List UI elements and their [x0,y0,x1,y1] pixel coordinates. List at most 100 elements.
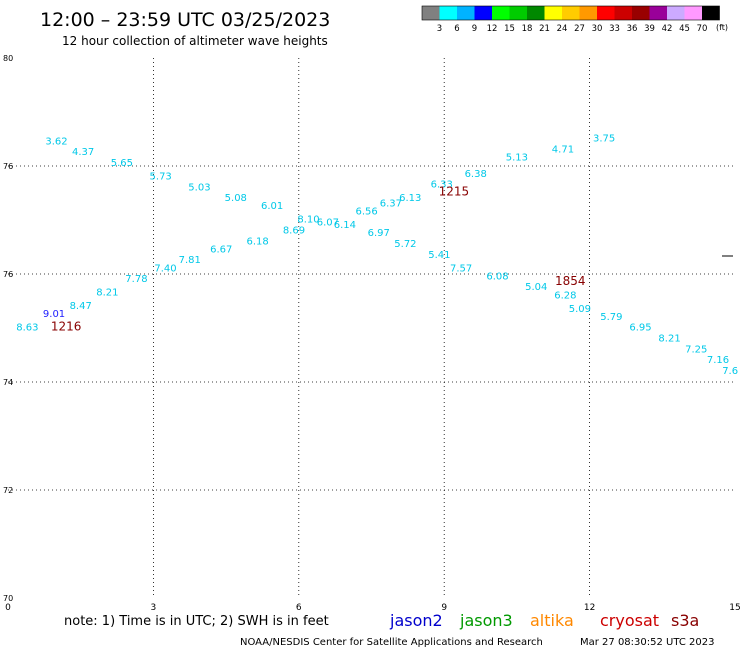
swh-value-label: 6.13 [399,193,421,204]
swh-value-label: 5.79 [600,312,622,323]
color-swatch [702,6,720,20]
swh-value-label: 6.01 [261,201,283,212]
swh-value-label: 6.95 [629,323,651,334]
swh-value-label: 6.37 [380,199,402,210]
satellite-legend-item: jason2 [389,611,443,630]
color-swatch [474,6,492,20]
color-swatch [597,6,615,20]
color-swatch [684,6,702,20]
swh-value-label: 6.67 [210,244,232,255]
swh-value-label: 5.65 [111,158,133,169]
color-scale-label: 3 [437,24,442,34]
color-swatch [439,6,457,20]
swh-value-label: 6.07 [317,217,339,228]
footer-note: note: 1) Time is in UTC; 2) SWH is in fe… [64,614,329,629]
swh-value-label: 5.72 [394,239,416,250]
swh-value-label: 8.69 [283,226,305,237]
swh-value-label: 7.57 [450,263,472,274]
footer-timestamp: Mar 27 08:30:52 UTC 2023 [580,637,715,648]
x-tick-label: 9 [441,603,447,613]
swh-value-label: 7.16 [707,355,729,366]
pass-time-label: 1215 [439,185,470,199]
color-swatch [667,6,685,20]
swh-value-label: 4.71 [552,145,574,156]
color-scale-label: 18 [522,24,533,34]
color-scale-unit: (ft) [716,23,728,32]
swh-value-label: 6.97 [368,228,390,239]
color-swatch [509,6,527,20]
color-scale-label: 12 [487,24,498,34]
data-labels: 3.62 4.37 5.65 5.73 5.03 5.08 6.01 8.106.076.14… [16,134,738,377]
chart-title: 12:00 – 23:59 UTC 03/25/2023 [40,9,330,31]
color-swatch [492,6,510,20]
chart-subtitle: 12 hour collection of altimeter wave hei… [62,34,328,48]
x-tick-label: 15 [729,603,740,613]
footer-credit: NOAA/NESDIS Center for Satellite Applica… [240,637,543,648]
y-tick-label: 72 [3,486,13,495]
swh-value-label: 5.13 [506,153,528,164]
swh-value-label: 7.6 [722,366,738,377]
swh-value-label: 3.62 [45,136,67,147]
swh-value-label: 6.18 [246,236,268,247]
swh-value-label: 5.09 [569,304,591,315]
color-scale-frame [421,5,720,21]
swh-value-label: 6.28 [554,290,576,301]
swh-value-label: 7.40 [154,263,176,274]
swh-value-label: 7.25 [685,344,707,355]
y-tick-label: 76 [3,270,13,279]
color-swatch [527,6,545,20]
x-tick-label: 3 [151,603,157,613]
swh-value-label: 5.04 [525,282,547,293]
color-scale-label: 36 [627,24,638,34]
swh-value-label: 8.21 [658,334,680,345]
swh-value-label: 5.73 [150,172,172,183]
plot-grid [8,58,735,598]
color-swatch [649,6,667,20]
color-scale-bar: 3 6 9 12 15 18 21 24 27 30 33 36 39 42 45 70 [421,5,720,34]
swh-value-label: 6.56 [356,207,378,218]
swh-value-label: 8.47 [70,301,92,312]
swh-value-label: 7.78 [125,274,147,285]
color-swatch [579,6,597,20]
color-scale-label: 39 [644,24,655,34]
swh-value-label: 6.14 [334,220,356,231]
swh-value-label: 8.63 [16,323,38,334]
color-scale-label: 21 [539,24,550,34]
color-scale-label: 70 [697,24,708,34]
swh-value-label: 6.38 [465,169,487,180]
color-swatch [422,6,440,20]
color-scale-label: 9 [472,24,477,34]
satellite-legend-item: s3a [671,611,699,630]
color-scale-label: 42 [662,24,673,34]
color-swatch [614,6,632,20]
color-scale-label: 33 [609,24,620,34]
color-swatch [457,6,475,20]
x-tick-label: 12 [584,603,595,613]
swh-value-label: 5.08 [225,193,247,204]
swh-value-label: 8.21 [96,288,118,299]
satellite-legend-item: cryosat [600,611,659,630]
swh-value-label: 6.33 [431,180,453,191]
swh-value-label: 5.03 [188,182,210,193]
swh-value-label: 3.75 [593,134,615,145]
color-scale-label: 15 [504,24,515,34]
swh-value-label: 8.10 [297,215,319,226]
color-swatch [562,6,580,20]
swh-value-label: 7.81 [179,255,201,266]
swh-value-label: 9.01 [43,309,65,320]
y-tick-label: 80 [3,54,13,63]
color-swatch [632,6,650,20]
swh-value-label: 5.41 [428,250,450,261]
color-scale-label: 27 [574,24,585,34]
pass-time-label: 1216 [51,320,82,334]
pass-time-label: 1854 [555,274,586,288]
color-scale-label: 6 [454,24,459,34]
satellite-legend: jason2 jason3 altika cryosat s3a [389,611,699,630]
color-scale-label: 24 [557,24,568,34]
swh-value-label: 6.08 [486,271,508,282]
y-tick-label: 74 [3,378,13,387]
y-tick-label: 70 [3,594,13,603]
satellite-legend-item: jason3 [459,611,513,630]
color-swatch [544,6,562,20]
